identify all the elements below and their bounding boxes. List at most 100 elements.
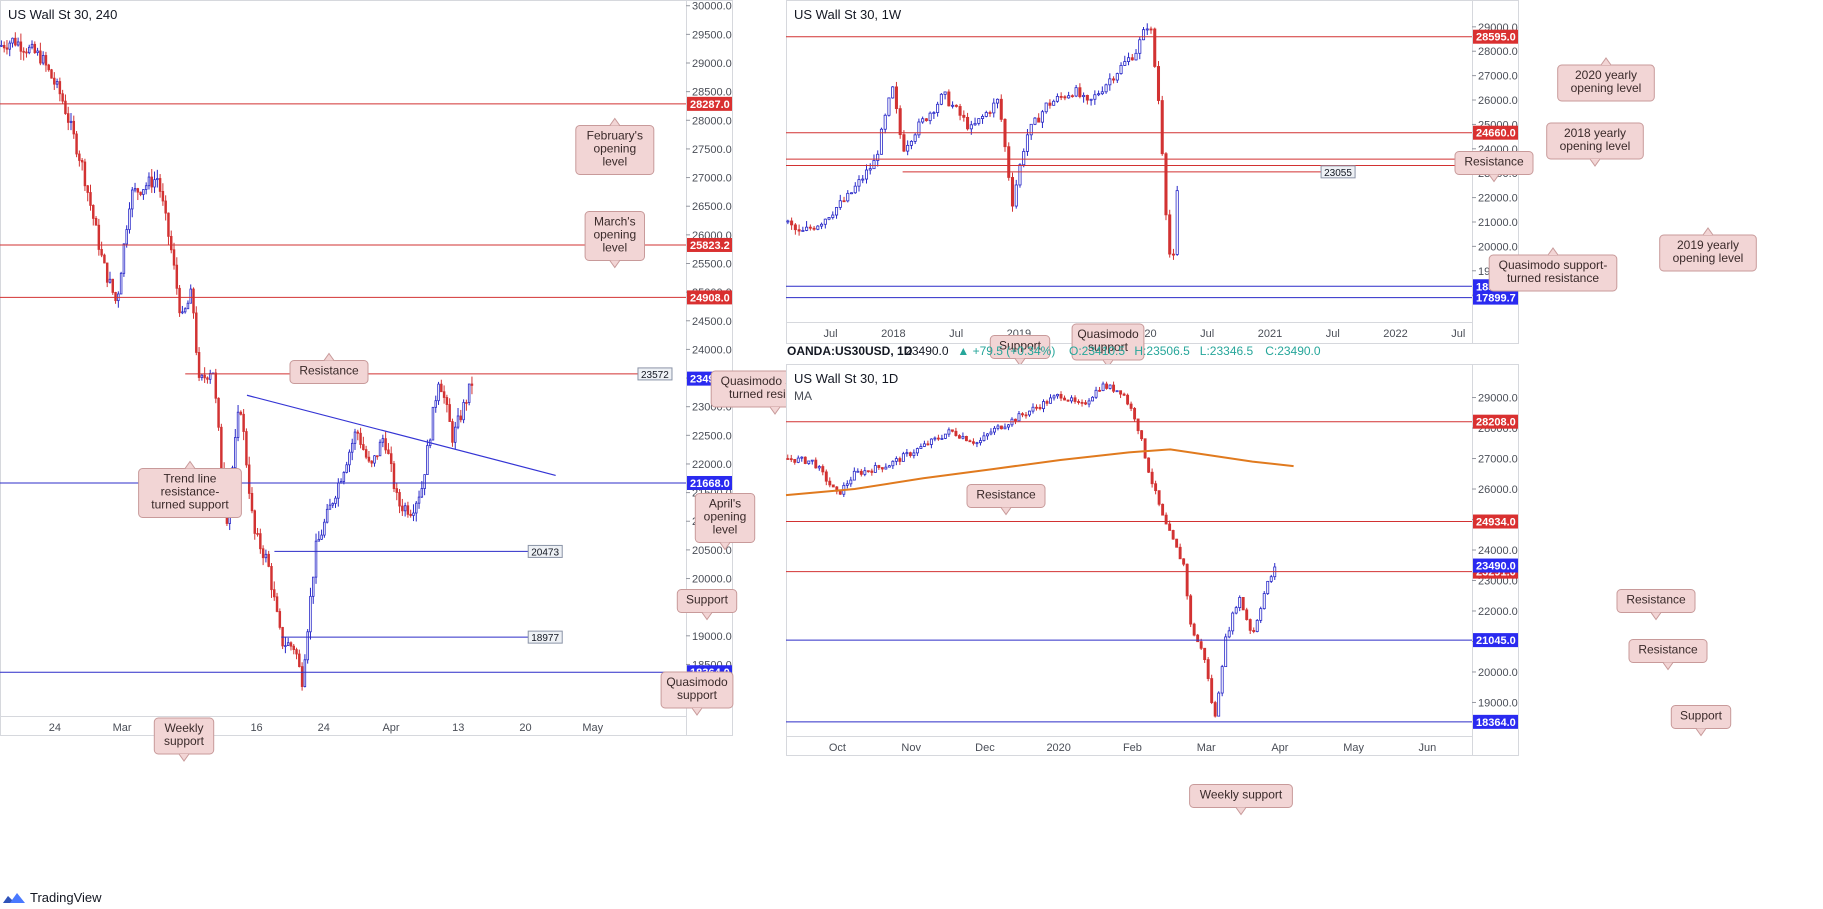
trend-line: [246, 394, 556, 477]
annotation-callout: Resistance: [1454, 151, 1534, 183]
candle-body: [926, 443, 930, 446]
candle-body: [902, 134, 906, 152]
candle-body: [1199, 641, 1203, 649]
candle-body: [58, 81, 62, 95]
x-tick-label: Apr: [1271, 742, 1288, 754]
candle-body: [103, 254, 106, 264]
y-tick-label: 24500.0: [692, 316, 732, 328]
candle-body: [1160, 100, 1164, 155]
candle-body: [454, 426, 457, 443]
callout-text: resistance-: [161, 485, 220, 499]
level-price-tag-label: 24908.0: [690, 292, 730, 304]
candle-body: [1042, 401, 1045, 410]
candle-body: [1145, 28, 1149, 31]
candle-body: [1241, 597, 1245, 611]
x-tick-label: Oct: [829, 742, 846, 754]
callout-pointer: [1702, 227, 1714, 236]
candle-body: [988, 112, 992, 114]
candle-body: [964, 435, 968, 442]
candle-body: [133, 188, 137, 191]
candle-body: [39, 50, 42, 64]
candle-body: [395, 488, 399, 493]
candle-body: [786, 458, 790, 460]
candle-body: [1175, 190, 1179, 255]
candle-body: [1033, 117, 1037, 125]
candle-body: [89, 192, 92, 206]
candle-body: [278, 611, 282, 628]
x-tick-label: Feb: [1123, 742, 1142, 754]
candle-body: [1213, 702, 1217, 717]
level-price-tag: [687, 475, 732, 490]
candle-body: [849, 192, 854, 195]
callout-text: turned support: [151, 498, 229, 512]
candle-body: [1168, 214, 1172, 255]
candle-body: [915, 448, 919, 454]
candle-body: [384, 438, 387, 451]
callout-text: level: [713, 523, 738, 537]
level-box-label: 23572: [641, 370, 669, 381]
y-tick-label: 26000.0: [1478, 95, 1518, 107]
candle-body: [831, 214, 835, 218]
candle-body: [816, 225, 820, 230]
y-tick-label: 28500.0: [692, 87, 732, 99]
candle-body: [936, 437, 940, 440]
callout-text: Support: [999, 339, 1042, 353]
candle-body: [189, 288, 192, 304]
candle-body: [877, 465, 881, 468]
candle-body: [64, 100, 67, 115]
candle-body: [147, 176, 151, 187]
y-tick-label: 27000.0: [1478, 71, 1518, 83]
candle-body: [1104, 84, 1108, 93]
level-price-tag-label: 28595.0: [1476, 32, 1516, 44]
level-price-tag: [1473, 714, 1518, 729]
y-tick-label: 22000.0: [692, 459, 732, 471]
y-tick-label: 30000.0: [692, 1, 732, 13]
candle-body: [786, 220, 790, 223]
x-tick-label: May: [1343, 742, 1364, 754]
candle-body: [412, 512, 415, 516]
candle-body: [947, 91, 951, 107]
callout-pointer: [691, 707, 703, 716]
candle-body: [1044, 102, 1048, 113]
candle-body: [939, 93, 943, 105]
candle-body: [389, 453, 393, 465]
candle-body: [1189, 595, 1193, 625]
level-price-tag-label: 24660.0: [1476, 128, 1516, 140]
candle-body: [426, 445, 429, 475]
candle-body: [465, 402, 468, 404]
candle-body: [217, 397, 220, 428]
callout-text: opening: [593, 228, 636, 242]
candle-body: [793, 224, 797, 231]
level-price-tag: [1473, 125, 1518, 140]
callout-text: opening: [593, 142, 636, 156]
candle-body: [50, 69, 53, 79]
candle-body: [796, 457, 800, 463]
candle-body: [894, 458, 898, 462]
callout-text: April's: [709, 497, 741, 511]
moving-average-line: [785, 448, 1294, 497]
callout-text: Quasimodo: [1077, 327, 1139, 341]
level-price-tag-label: 21668.0: [690, 478, 730, 490]
candle-body: [969, 124, 973, 130]
callout-text: opening level: [1673, 251, 1744, 265]
candle-body: [342, 472, 346, 482]
candle-body: [462, 402, 465, 421]
panel-weekly: 29000.028000.027000.026000.025000.024000…: [786, 0, 1757, 368]
candle-body: [92, 205, 95, 219]
candle-body: [1182, 558, 1186, 565]
candle-body: [1055, 96, 1059, 102]
candle-body: [97, 224, 101, 250]
level-price-tag-label: 28208.0: [1476, 417, 1516, 429]
candle-body: [5, 47, 9, 50]
candle-body: [924, 118, 928, 122]
candle-body: [181, 311, 184, 314]
candle-body: [898, 458, 902, 462]
candle-body: [1082, 94, 1086, 98]
candle-body: [857, 179, 861, 187]
candle-body: [387, 449, 390, 455]
y-tick-label: 29000.0: [692, 58, 732, 70]
candle-body: [1100, 91, 1104, 95]
level-price-tag-label: 17899.7: [1476, 293, 1516, 305]
y-tick-label: 24000.0: [1478, 545, 1518, 557]
